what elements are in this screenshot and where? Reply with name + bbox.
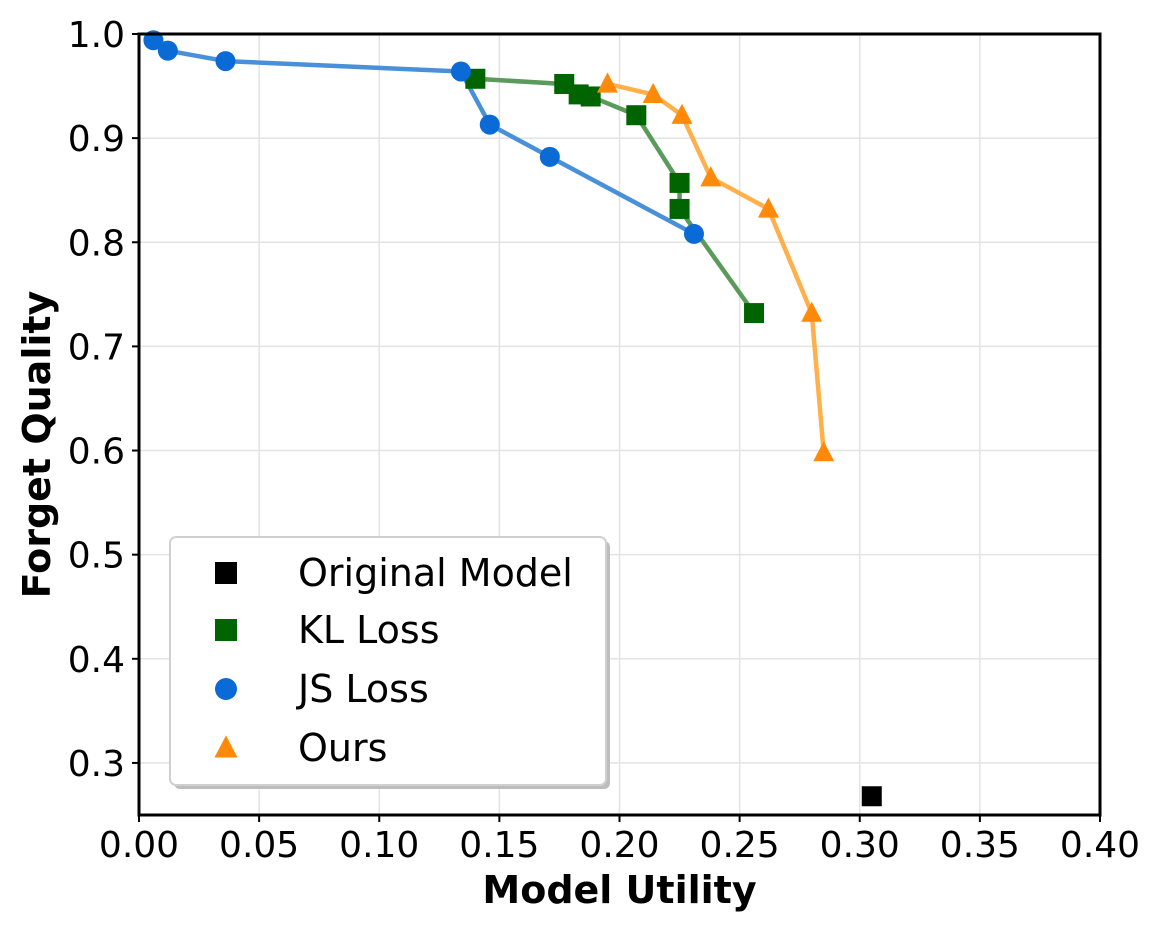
x-tick-label: 0.35 [940,825,1020,866]
data-point-original-model [861,786,882,807]
legend-label-ours: Ours [298,726,387,770]
data-point-ours [642,82,664,104]
data-point-js-loss [539,146,560,167]
legend-marker-js-loss [215,678,237,700]
y-tick-label: 0.4 [68,640,125,681]
data-point-js-loss [479,114,500,135]
data-point-kl-loss [669,198,690,219]
y-axis-ticks: 0.3 0.4 0.5 0.6 0.7 0.8 0.9 1.0 [68,15,139,785]
series-line-kl-loss [475,76,756,315]
x-axis-ticks: 0.00 0.05 0.10 0.15 0.20 0.25 0.30 0.35 0.40 [99,815,1140,866]
x-tick-label: 0.15 [459,825,539,866]
y-tick-label: 0.7 [68,327,125,368]
y-tick-label: 0.8 [68,223,125,264]
data-point-js-loss [215,51,236,72]
x-tick-label: 0.20 [579,825,659,866]
data-point-kl-loss [580,86,601,107]
x-tick-label: 0.40 [1060,825,1140,866]
legend-label-original-model: Original Model [298,551,573,595]
data-point-kl-loss [669,172,690,193]
y-tick-label: 0.9 [68,119,125,160]
legend-marker-kl-loss [215,619,237,641]
y-tick-label: 0.5 [68,536,125,577]
series-markers [143,30,882,807]
series-lines [152,38,826,453]
series-line-ours [606,81,826,453]
data-point-ours [700,166,722,187]
y-axis-title: Forget Quality [15,290,59,598]
x-tick-label: 0.30 [820,825,900,866]
data-point-ours [801,301,823,322]
y-tick-label: 1.0 [68,15,125,56]
legend-marker-original-model [215,562,237,584]
data-point-kl-loss [626,105,647,126]
x-tick-label: 0.10 [339,825,419,866]
data-point-js-loss [157,40,178,61]
data-point-ours [813,441,835,462]
y-tick-label: 0.3 [68,744,125,785]
legend-box [169,536,607,786]
x-tick-label: 0.00 [99,825,179,866]
series-line-js-loss [152,38,696,236]
y-tick-label: 0.6 [68,432,125,473]
legend-label-kl-loss: KL Loss [298,608,440,652]
x-tick-label: 0.05 [219,825,299,866]
data-point-ours [596,72,618,93]
legend: Original Model KL Loss JS Loss Ours [169,536,610,789]
legend-marker-ours [214,735,238,758]
data-point-js-loss [450,61,471,82]
data-point-ours [671,103,693,124]
x-tick-label: 0.25 [700,825,780,866]
legend-label-js-loss: JS Loss [296,667,429,711]
data-point-kl-loss [744,303,765,324]
data-point-js-loss [683,223,704,244]
x-axis-title: Model Utility [482,868,756,912]
data-point-ours [757,197,779,218]
